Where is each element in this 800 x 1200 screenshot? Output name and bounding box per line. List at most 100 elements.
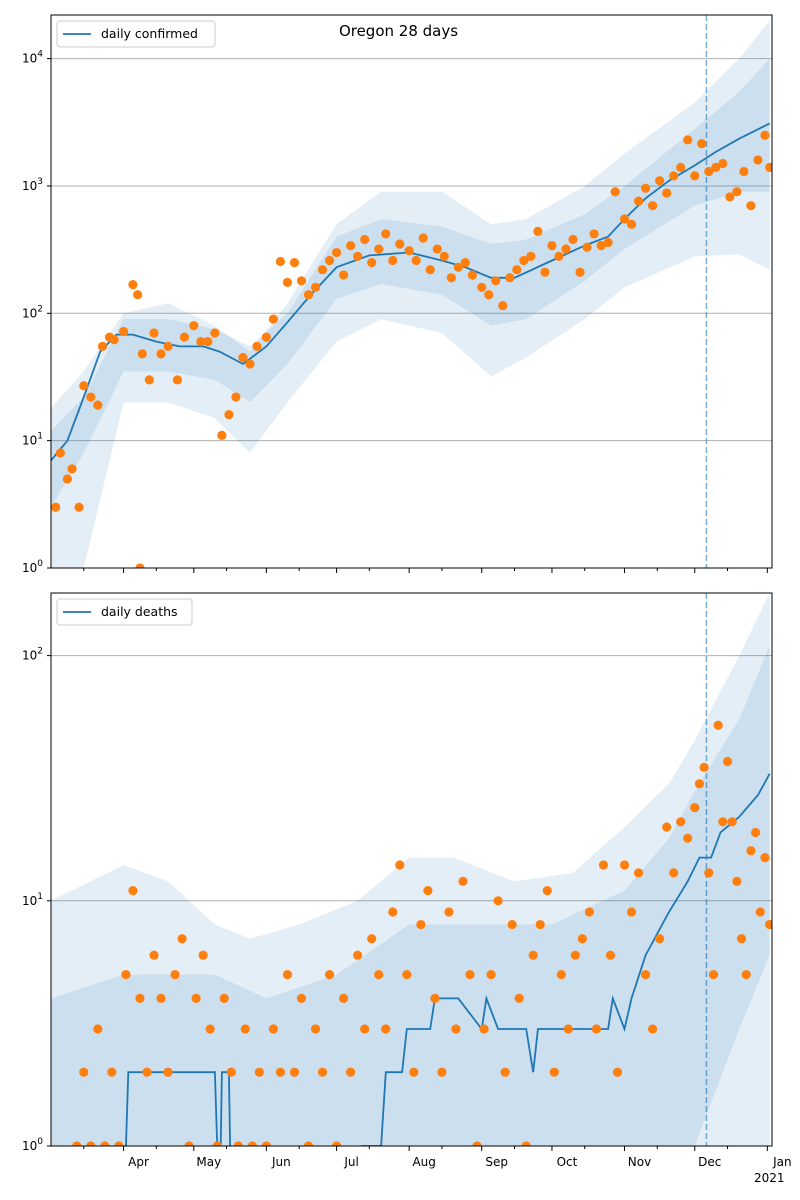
observed-point xyxy=(100,1141,110,1146)
plot-area xyxy=(51,15,772,568)
observed-point xyxy=(699,762,709,772)
observed-point xyxy=(683,135,693,145)
observed-point xyxy=(374,970,384,980)
observed-point xyxy=(114,1141,124,1146)
model-line xyxy=(125,773,771,1146)
observed-point xyxy=(144,375,154,385)
observed-point xyxy=(381,1024,391,1034)
observed-point xyxy=(528,950,538,960)
observed-point xyxy=(388,907,398,917)
observed-point xyxy=(240,1024,250,1034)
observed-point xyxy=(640,970,651,980)
observed-point xyxy=(367,934,377,944)
observed-point xyxy=(556,970,566,980)
observed-point xyxy=(722,756,733,767)
observed-point xyxy=(460,258,470,268)
observed-point xyxy=(596,241,606,251)
observed-point xyxy=(135,993,145,1003)
observed-point xyxy=(346,241,356,251)
observed-point xyxy=(512,265,522,275)
observed-point xyxy=(289,258,300,268)
axes-frame xyxy=(50,592,773,1147)
x-tick-label: Apr xyxy=(128,1155,149,1169)
observed-point xyxy=(51,502,61,512)
observed-point xyxy=(303,290,314,300)
observed-point xyxy=(603,237,613,248)
observed-point xyxy=(317,265,328,275)
observed-point xyxy=(423,886,433,896)
x-tick-label: Oct xyxy=(557,1155,578,1169)
observed-point xyxy=(549,1067,559,1077)
observed-point xyxy=(662,188,672,198)
observed-point xyxy=(416,919,426,930)
observed-point xyxy=(374,244,384,254)
observed-point xyxy=(521,1141,531,1146)
observed-point xyxy=(189,321,199,331)
observed-point xyxy=(655,934,665,944)
y-tick-label: 100 xyxy=(22,559,43,575)
observed-point xyxy=(135,563,145,568)
observed-point xyxy=(498,300,508,311)
observed-point xyxy=(55,448,65,458)
observed-point xyxy=(760,853,770,863)
observed-point xyxy=(655,176,665,186)
observed-point xyxy=(458,876,468,886)
observed-point xyxy=(444,907,454,917)
observed-point xyxy=(648,201,658,211)
observed-point xyxy=(360,1024,370,1034)
observed-point xyxy=(170,970,180,980)
observed-point xyxy=(500,1067,510,1077)
observed-point xyxy=(128,280,138,290)
observed-point xyxy=(86,392,96,402)
confirmed-panel: 100 101 102 103 104 Oregon 28 days daily confi… xyxy=(22,14,773,575)
observed-point xyxy=(755,907,765,917)
observed-point xyxy=(245,359,255,369)
observed-point xyxy=(93,400,103,410)
observed-point xyxy=(67,464,77,474)
observed-point xyxy=(289,1067,300,1077)
observed-point xyxy=(669,868,679,878)
observed-point xyxy=(582,242,592,252)
observed-point xyxy=(507,919,517,930)
observed-point xyxy=(751,827,761,838)
x-tick-label: Jul xyxy=(343,1155,358,1169)
observed-point xyxy=(97,341,108,351)
observed-point xyxy=(704,166,714,177)
x-tick-label: May xyxy=(196,1155,221,1169)
observed-point xyxy=(753,155,763,165)
observed-point xyxy=(708,970,719,980)
observed-point xyxy=(231,392,241,402)
observed-point xyxy=(233,1141,243,1146)
observed-point xyxy=(465,970,475,980)
observed-point xyxy=(275,1067,286,1077)
y-tick-label: 102 xyxy=(22,304,43,320)
observed-point xyxy=(570,950,580,960)
observed-point xyxy=(163,1067,173,1077)
observed-point xyxy=(584,907,595,917)
observed-point xyxy=(261,332,271,342)
observed-point xyxy=(690,802,700,813)
observed-point xyxy=(254,1067,264,1077)
observed-point xyxy=(669,171,679,181)
observed-point xyxy=(324,255,335,266)
observed-point xyxy=(648,1024,658,1034)
observed-point xyxy=(519,255,529,266)
observed-point xyxy=(732,187,742,197)
observed-point xyxy=(739,166,749,177)
y-tick-label: 101 xyxy=(22,432,43,448)
uncertainty-band xyxy=(51,20,770,568)
observed-point xyxy=(713,720,723,730)
observed-point xyxy=(741,970,751,980)
observed-point xyxy=(93,1024,103,1034)
y-tick-label: 100 xyxy=(22,1137,43,1153)
observed-point xyxy=(526,251,536,261)
uncertainty-band xyxy=(51,645,770,1146)
observed-point xyxy=(310,1024,321,1034)
observed-point xyxy=(425,265,435,275)
observed-point xyxy=(121,970,131,980)
observed-point xyxy=(331,247,342,258)
observed-point xyxy=(324,970,335,980)
y-tick-label: 104 xyxy=(22,50,43,66)
observed-point xyxy=(430,993,440,1003)
observed-point xyxy=(697,139,707,149)
